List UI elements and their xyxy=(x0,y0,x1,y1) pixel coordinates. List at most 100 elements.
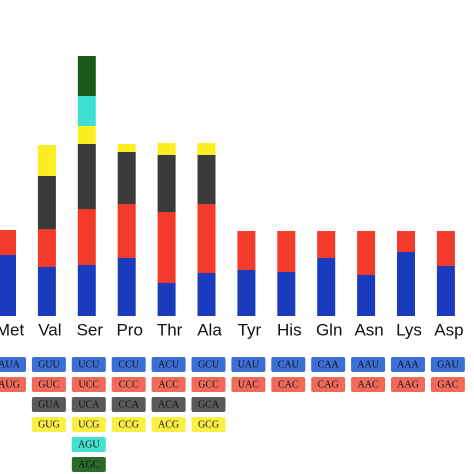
codon-label: UCU xyxy=(78,359,100,370)
codon-box xyxy=(391,357,425,372)
codon-box xyxy=(71,417,106,432)
bar-segment xyxy=(397,252,415,316)
bar-segment xyxy=(317,231,336,258)
codon-label: AAG xyxy=(397,379,419,390)
codon-label: UAC xyxy=(238,379,259,390)
bar-segment xyxy=(117,152,136,204)
codon-box xyxy=(231,377,266,392)
codon-label: GUA xyxy=(38,399,60,410)
codon-label: AUG xyxy=(0,379,20,390)
codon-box xyxy=(191,377,226,392)
codon-box xyxy=(111,357,146,372)
bar-segment xyxy=(277,272,296,316)
bar-segment xyxy=(277,231,296,272)
codon-label: CAU xyxy=(278,359,300,370)
bar-segment xyxy=(77,56,96,96)
bar-segment xyxy=(397,231,415,252)
codon-box xyxy=(31,357,66,372)
codon-box xyxy=(191,357,226,372)
bar-segment xyxy=(0,255,16,316)
codon-label: CCU xyxy=(118,359,139,370)
codon-box xyxy=(71,357,106,372)
codon-box xyxy=(351,357,386,372)
codon-box xyxy=(191,397,226,412)
codon-label: GAU xyxy=(437,359,459,370)
bar-segment xyxy=(77,126,96,144)
codon-box xyxy=(430,377,465,392)
bar-segment xyxy=(436,266,455,316)
bar-segment xyxy=(197,273,216,316)
codon-box xyxy=(31,397,66,412)
bar-segment xyxy=(197,155,216,204)
bar-segment xyxy=(237,270,256,316)
codon-label: ACC xyxy=(158,379,179,390)
codon-box xyxy=(111,397,146,412)
bar-segment xyxy=(317,258,336,316)
category-label: Ser xyxy=(77,320,104,339)
codon-label: GAC xyxy=(437,379,458,390)
category-label: His xyxy=(277,320,302,339)
codon-label: AGU xyxy=(78,439,100,450)
bar-segment xyxy=(37,267,56,316)
bar-segment xyxy=(157,283,176,316)
category-label: Thr xyxy=(157,320,183,339)
codon-box xyxy=(151,357,186,372)
bar-segment xyxy=(237,231,256,270)
codon-box xyxy=(271,377,306,392)
codon-box xyxy=(71,377,106,392)
codon-box xyxy=(71,437,106,452)
codon-label: ACU xyxy=(158,359,180,370)
codon-box xyxy=(111,377,146,392)
category-label: Met xyxy=(0,320,24,339)
codon-label: UCG xyxy=(78,419,99,430)
bar-segment xyxy=(197,143,216,155)
codon-label: GUU xyxy=(38,359,60,370)
codon-label: UCA xyxy=(78,399,100,410)
codon-label: ACA xyxy=(158,399,180,410)
codon-label: AAC xyxy=(358,379,379,390)
codon-label: CAC xyxy=(278,379,299,390)
codon-box xyxy=(111,417,146,432)
codon-box xyxy=(271,357,306,372)
codon-label: ACG xyxy=(158,419,179,430)
codon-label: AGC xyxy=(78,459,99,470)
category-label: Gln xyxy=(316,320,342,339)
codon-label: GCC xyxy=(198,379,219,390)
category-label: Asp xyxy=(434,320,463,339)
bar-segment xyxy=(157,155,176,212)
codon-box xyxy=(151,377,186,392)
bar-segment xyxy=(77,144,96,209)
bar-segment xyxy=(77,265,96,316)
codon-box xyxy=(71,397,106,412)
codon-box xyxy=(31,377,66,392)
bar-segment xyxy=(117,204,136,258)
codon-box xyxy=(191,417,226,432)
bar-segment xyxy=(77,96,96,126)
category-label: Asn xyxy=(354,320,383,339)
codon-label: GUC xyxy=(38,379,59,390)
codon-label: CCA xyxy=(118,399,139,410)
bar-segment xyxy=(157,143,176,155)
codon-box xyxy=(151,417,186,432)
codon-label: UCC xyxy=(79,379,100,390)
codon-label: GCA xyxy=(198,399,220,410)
codon-label: AAU xyxy=(357,359,379,370)
bar-segment xyxy=(37,176,56,229)
codon-label: GCG xyxy=(198,419,219,430)
codon-box xyxy=(0,357,26,372)
codon-box xyxy=(351,377,386,392)
bar-segment xyxy=(157,212,176,283)
bar-segment xyxy=(117,144,136,152)
bar-segment xyxy=(436,231,455,266)
codon-label: GUG xyxy=(38,419,60,430)
codon-label: UAU xyxy=(238,359,260,370)
codon-box xyxy=(31,417,66,432)
category-label: Tyr xyxy=(238,320,262,339)
codon-label: CCC xyxy=(119,379,139,390)
codon-box xyxy=(311,357,346,372)
category-label: Pro xyxy=(116,320,142,339)
codon-box xyxy=(391,377,425,392)
bar-segment xyxy=(37,145,56,176)
bar-segment xyxy=(357,275,376,316)
